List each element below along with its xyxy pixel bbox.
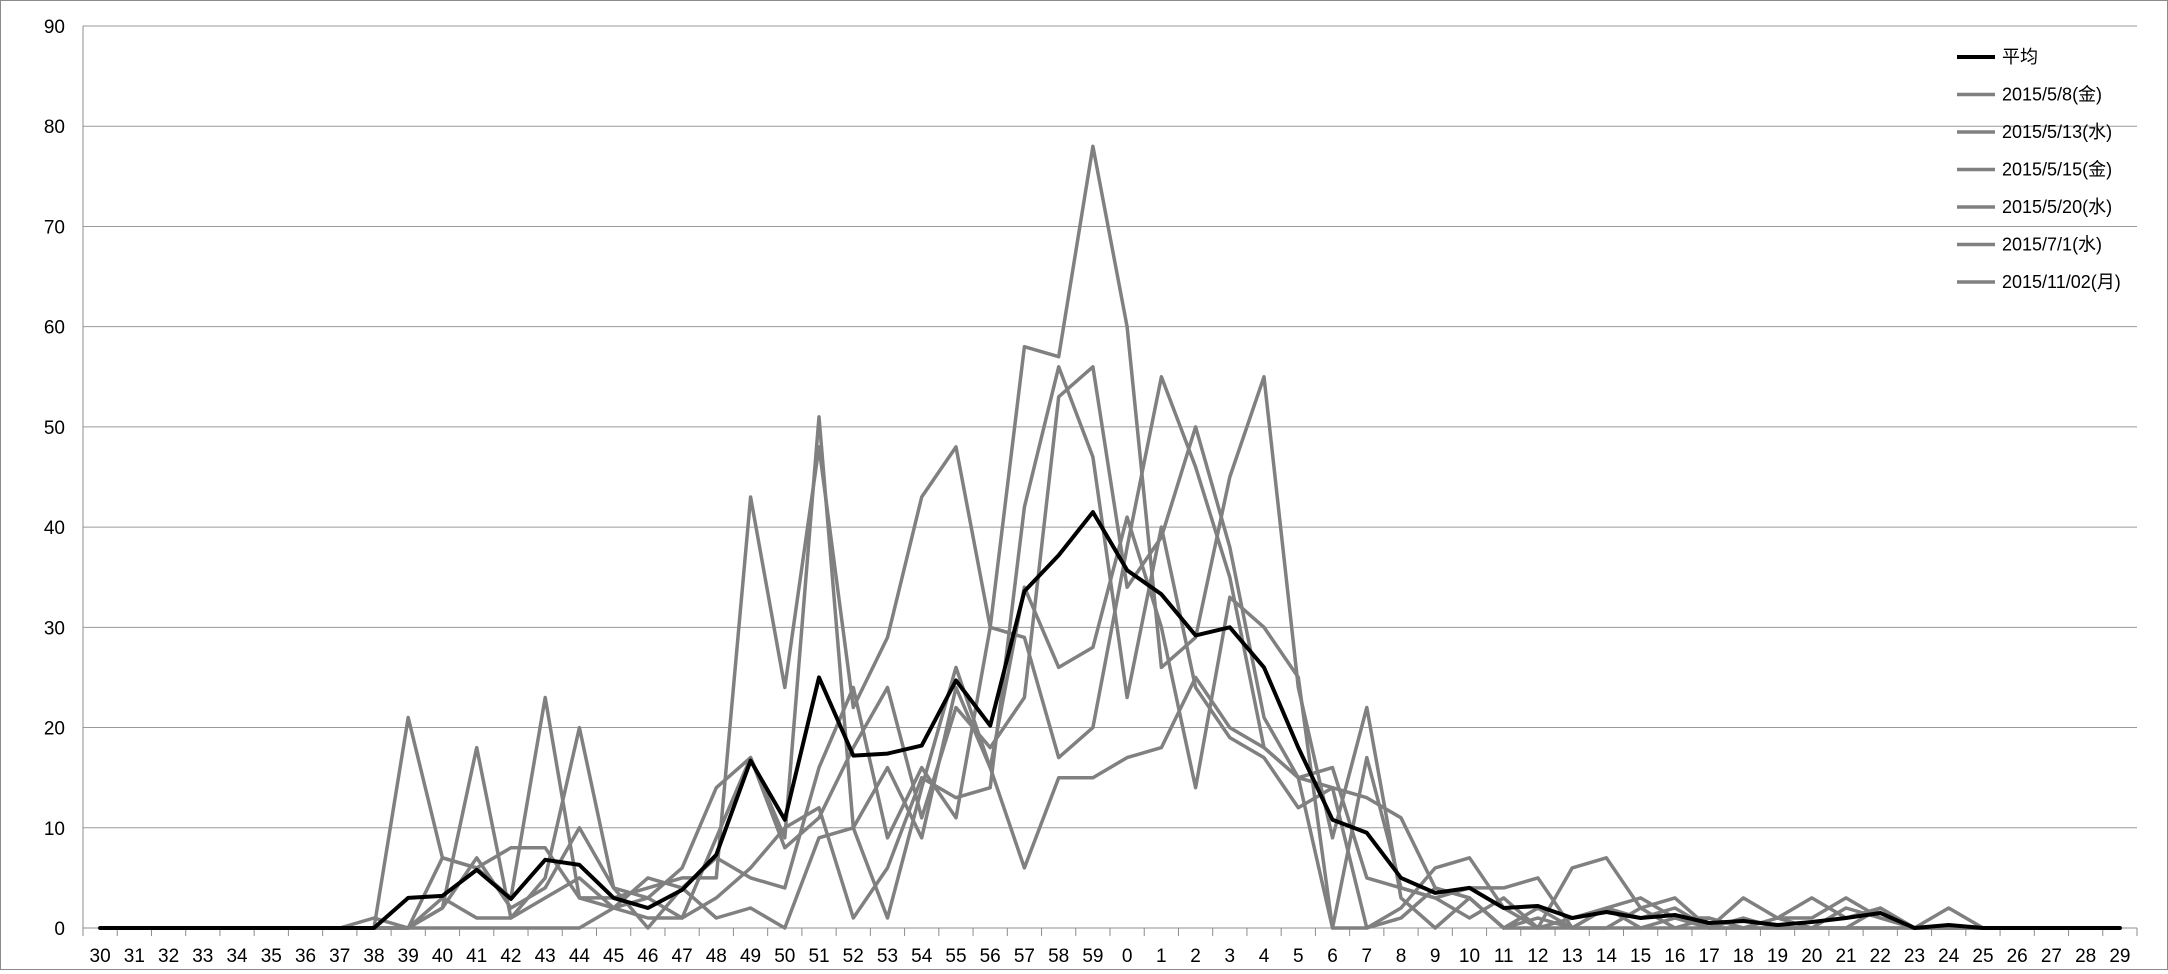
x-tick-label: 10	[1459, 946, 1480, 967]
x-tick-label: 16	[1664, 946, 1685, 967]
x-tick-label: 3	[1225, 946, 1236, 967]
x-tick-label: 57	[1014, 946, 1035, 967]
legend-label-0: 平均	[2002, 47, 2038, 67]
x-tick-label: 56	[980, 946, 1001, 967]
x-tick-label: 19	[1767, 946, 1788, 967]
x-tick-label: 14	[1596, 946, 1618, 967]
legend-label-3: 2015/5/15(金)	[2002, 160, 2112, 180]
x-tick-label: 24	[1938, 946, 1960, 967]
x-tick-label: 46	[637, 946, 658, 967]
x-tick-label: 42	[500, 946, 521, 967]
legend-label-5: 2015/7/1(水)	[2002, 235, 2102, 255]
series-line-3	[98, 365, 2122, 930]
y-axis-ticks: 0 10 20 30 40 50 60 70 80 90	[44, 17, 65, 940]
series-line-4	[98, 365, 2122, 930]
x-tick-label: 18	[1733, 946, 1754, 967]
x-tick-label: 12	[1527, 946, 1548, 967]
x-tick-label: 36	[295, 946, 316, 967]
series-line-1	[98, 375, 2122, 930]
x-tick-label: 9	[1430, 946, 1441, 967]
x-tick-label: 50	[774, 946, 795, 967]
x-tick-label: 22	[1870, 946, 1891, 967]
x-tick-label: 43	[535, 946, 556, 967]
x-tick-label: 32	[158, 946, 179, 967]
series-line-2	[98, 144, 2122, 930]
x-tick-label: 45	[603, 946, 624, 967]
x-tick-label: 20	[1801, 946, 1822, 967]
x-tick-label: 39	[398, 946, 419, 967]
y-tick-label: 50	[44, 418, 65, 439]
series-line-5	[98, 415, 2122, 930]
x-tick-label: 33	[192, 946, 213, 967]
x-tick-label: 51	[808, 946, 829, 967]
legend-label-1: 2015/5/8(金)	[2002, 85, 2102, 105]
x-tick-label: 25	[1972, 946, 1993, 967]
x-tick-label: 17	[1699, 946, 1720, 967]
x-tick-label: 34	[226, 946, 248, 967]
y-tick-label: 70	[44, 217, 65, 238]
y-tick-label: 60	[44, 318, 65, 339]
legend-label-4: 2015/5/20(水)	[2002, 197, 2112, 217]
x-tick-label: 58	[1048, 946, 1069, 967]
x-tick-label: 21	[1835, 946, 1856, 967]
legend: 平均 2015/5/8(金) 2015/5/13(水) 2015/5/15(金) 201…	[1957, 47, 2121, 292]
x-tick-label: 28	[2075, 946, 2096, 967]
x-tick-label: 48	[706, 946, 727, 967]
x-tick-label: 15	[1630, 946, 1651, 967]
y-tick-label: 10	[44, 819, 65, 840]
x-tick-label: 41	[466, 946, 487, 967]
series-line-0	[98, 510, 2122, 930]
x-tick-label: 5	[1293, 946, 1304, 967]
x-tick-label: 55	[945, 946, 966, 967]
x-tick-label: 13	[1562, 946, 1583, 967]
y-tick-label: 0	[54, 919, 65, 940]
x-tick-label: 52	[843, 946, 864, 967]
series-lines	[98, 144, 2122, 930]
x-tick-label: 1	[1156, 946, 1167, 967]
y-tick-label: 90	[44, 17, 65, 38]
x-tick-label: 26	[2007, 946, 2028, 967]
x-tick-label: 30	[90, 946, 111, 967]
x-tick-label: 2	[1190, 946, 1201, 967]
x-tick-label: 53	[877, 946, 898, 967]
x-tick-label: 40	[432, 946, 453, 967]
x-tick-label: 23	[1904, 946, 1925, 967]
x-tick-label: 8	[1396, 946, 1407, 967]
x-tick-label: 37	[329, 946, 350, 967]
x-tick-label: 49	[740, 946, 761, 967]
x-tick-label: 59	[1082, 946, 1103, 967]
x-tick-label: 4	[1259, 946, 1270, 967]
series-line-6	[98, 515, 2122, 930]
x-tick-label: 6	[1327, 946, 1338, 967]
x-tick-label: 11	[1494, 946, 1514, 967]
y-tick-label: 20	[44, 719, 65, 740]
x-axis-ticks: 30 31 32 33 34 35 36 37 38 39 40 41 42 43 44 45 46 47 48 49…	[82, 928, 2138, 967]
gridlines	[82, 25, 2137, 929]
x-tick-label: 29	[2109, 946, 2130, 967]
x-tick-label: 54	[911, 946, 933, 967]
x-tick-label: 38	[363, 946, 384, 967]
x-tick-label: 31	[124, 946, 145, 967]
y-tick-label: 30	[44, 618, 65, 639]
legend-label-2: 2015/5/13(水)	[2002, 122, 2112, 142]
legend-label-6: 2015/11/02(月)	[2002, 272, 2121, 292]
x-tick-label: 27	[2041, 946, 2062, 967]
x-tick-label: 0	[1122, 946, 1133, 967]
y-tick-label: 80	[44, 117, 65, 138]
y-tick-label: 40	[44, 518, 65, 539]
x-tick-label: 7	[1361, 946, 1372, 967]
x-tick-label: 44	[569, 946, 591, 967]
x-tick-label: 47	[672, 946, 693, 967]
x-tick-label: 35	[261, 946, 282, 967]
